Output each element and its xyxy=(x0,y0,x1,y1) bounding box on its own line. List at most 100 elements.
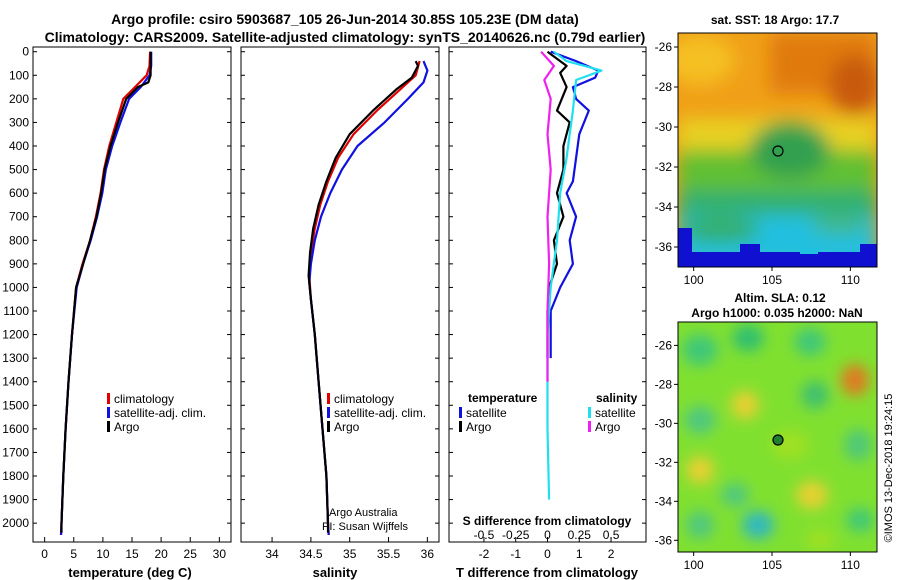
lon-tick-label: 100 xyxy=(684,273,704,287)
x-tick-label: 0 xyxy=(544,547,551,561)
legend-swatch-climatology xyxy=(107,393,110,404)
depth-tick-label: 1200 xyxy=(2,328,29,342)
credit-argo-australia: Argo Australia xyxy=(329,507,398,519)
difference-x-axis: -2 -1 0 1 2 xyxy=(479,537,615,561)
series-line-argo xyxy=(307,60,420,533)
lat-tick-label: -28 xyxy=(655,80,673,94)
depth-tick-label: 1700 xyxy=(2,445,29,459)
figure-title-line2: Climatology: CARS2009. Satellite-adjuste… xyxy=(45,29,646,45)
x-tick-label: 34 xyxy=(265,547,279,561)
x-tick-label: 36 xyxy=(421,547,435,561)
series-line-climatology xyxy=(59,51,152,535)
series-line-s-argo xyxy=(540,50,556,382)
depth-tick-label: 700 xyxy=(9,210,29,224)
x-tick-label: 35 xyxy=(343,547,357,561)
lon-tick-label: 110 xyxy=(841,273,860,287)
legend-title-temperature: temperature xyxy=(468,391,538,405)
salinity-x-label: salinity xyxy=(313,565,359,580)
sla-lon-axis: 100 105 110 xyxy=(684,552,860,572)
x-tick-label: 34.5 xyxy=(299,547,323,561)
lon-tick-label: 105 xyxy=(762,558,782,572)
x-tick-label: 15 xyxy=(125,547,139,561)
temperature-x-label: temperature (deg C) xyxy=(68,565,192,580)
salinity-legend: climatology satellite-adj. clim. Argo xyxy=(327,392,426,434)
sla-map-title-line1: Altim. SLA: 0.12 xyxy=(734,291,826,305)
depth-tick-label: 100 xyxy=(9,68,29,82)
depth-tick-label: 1000 xyxy=(2,280,29,294)
depth-tick-label: 1400 xyxy=(2,375,29,389)
top-tick-label: -0.5 xyxy=(474,528,495,542)
legend-swatch-t-argo xyxy=(459,421,462,432)
legend-label-argo: Argo xyxy=(334,420,360,434)
legend-label-t-satellite: satellite xyxy=(466,406,507,420)
sst-map-frame xyxy=(677,32,878,268)
series-line-satellite-adj-clim- xyxy=(308,60,429,535)
salinity-panel-frame xyxy=(240,46,440,543)
legend-label-satellite: satellite-adj. clim. xyxy=(114,406,206,420)
x-tick-label: 10 xyxy=(96,547,110,561)
series-line-t-satellite xyxy=(549,50,600,359)
legend-title-salinity: salinity xyxy=(596,391,638,405)
salinity-series xyxy=(307,60,429,535)
legend-swatch-s-satellite xyxy=(588,407,591,418)
x-tick-label: -1 xyxy=(510,547,521,561)
lat-tick-label: -34 xyxy=(655,494,673,508)
depth-tick-label: 200 xyxy=(9,92,29,106)
lat-tick-label: -36 xyxy=(655,240,673,254)
sst-lon-axis: 100 105 110 xyxy=(684,267,860,287)
sst-argo-location-marker xyxy=(772,145,784,157)
lat-tick-label: -36 xyxy=(655,533,673,547)
legend-label-t-argo: Argo xyxy=(466,420,492,434)
legend-swatch-argo xyxy=(327,421,330,432)
depth-axis: 0 100 200 300 400 500 600 700 800 900 1000 1100 1200… xyxy=(2,45,646,530)
sla-map-title-line2: Argo h1000: 0.035 h2000: NaN xyxy=(691,306,862,320)
depth-tick-label: 400 xyxy=(9,139,29,153)
sla-lat-axis: -26 -28 -30 -32 -34 -36 xyxy=(655,338,678,547)
sst-map-title: sat. SST: 18 Argo: 17.7 xyxy=(711,13,840,27)
series-line-s-satellite xyxy=(546,50,603,500)
depth-tick-label: 300 xyxy=(9,115,29,129)
lat-tick-label: -26 xyxy=(655,40,673,54)
difference-legend: temperature satellite Argo salinity sate… xyxy=(459,391,638,434)
lon-tick-label: 110 xyxy=(841,558,860,572)
lat-tick-label: -34 xyxy=(655,200,673,214)
depth-tick-label: 2000 xyxy=(2,516,29,530)
sst-lat-axis: -26 -28 -30 -32 -34 -36 xyxy=(655,40,678,254)
top-tick-label: 0.5 xyxy=(603,528,620,542)
series-line-argo xyxy=(60,51,152,533)
legend-swatch-satellite xyxy=(107,407,110,418)
figure-title-line1: Argo profile: csiro 5903687_105 26-Jun-2… xyxy=(111,11,579,27)
legend-swatch-climatology xyxy=(327,393,330,404)
legend-label-argo: Argo xyxy=(114,420,140,434)
top-tick-label: 0 xyxy=(544,528,551,542)
lat-tick-label: -26 xyxy=(655,338,673,352)
x-tick-label: -2 xyxy=(479,547,490,561)
x-tick-label: 2 xyxy=(608,547,615,561)
legend-label-climatology: climatology xyxy=(334,392,394,406)
x-tick-label: 25 xyxy=(184,547,198,561)
lat-tick-label: -32 xyxy=(655,455,673,469)
lat-tick-label: -28 xyxy=(655,377,673,391)
depth-tick-label: 600 xyxy=(9,186,29,200)
legend-swatch-satellite xyxy=(327,407,330,418)
depth-tick-label: 1900 xyxy=(2,493,29,507)
depth-tick-label: 900 xyxy=(9,257,29,271)
depth-tick-label: 1100 xyxy=(3,304,29,318)
legend-label-satellite: satellite-adj. clim. xyxy=(334,406,426,420)
legend-label-climatology: climatology xyxy=(114,392,174,406)
depth-tick-label: 1600 xyxy=(2,422,29,436)
top-tick-label: 0.25 xyxy=(568,528,592,542)
sla-argo-location-marker xyxy=(772,434,784,446)
difference-x-label: T difference from climatology xyxy=(456,565,639,580)
legend-swatch-argo xyxy=(107,421,110,432)
depth-tick-label: 1800 xyxy=(2,469,29,483)
imos-credit: ©IMOS 13-Dec-2018 19:24:15 xyxy=(883,394,895,543)
x-tick-label: 0 xyxy=(41,547,48,561)
difference-top-axis: -0.5 -0.25 0 0.25 0.5 xyxy=(474,528,620,542)
sst-map xyxy=(678,33,877,267)
depth-tick-label: 1300 xyxy=(2,351,29,365)
lat-tick-label: -32 xyxy=(655,160,673,174)
depth-tick-label: 0 xyxy=(22,45,29,59)
x-tick-label: 1 xyxy=(576,547,583,561)
